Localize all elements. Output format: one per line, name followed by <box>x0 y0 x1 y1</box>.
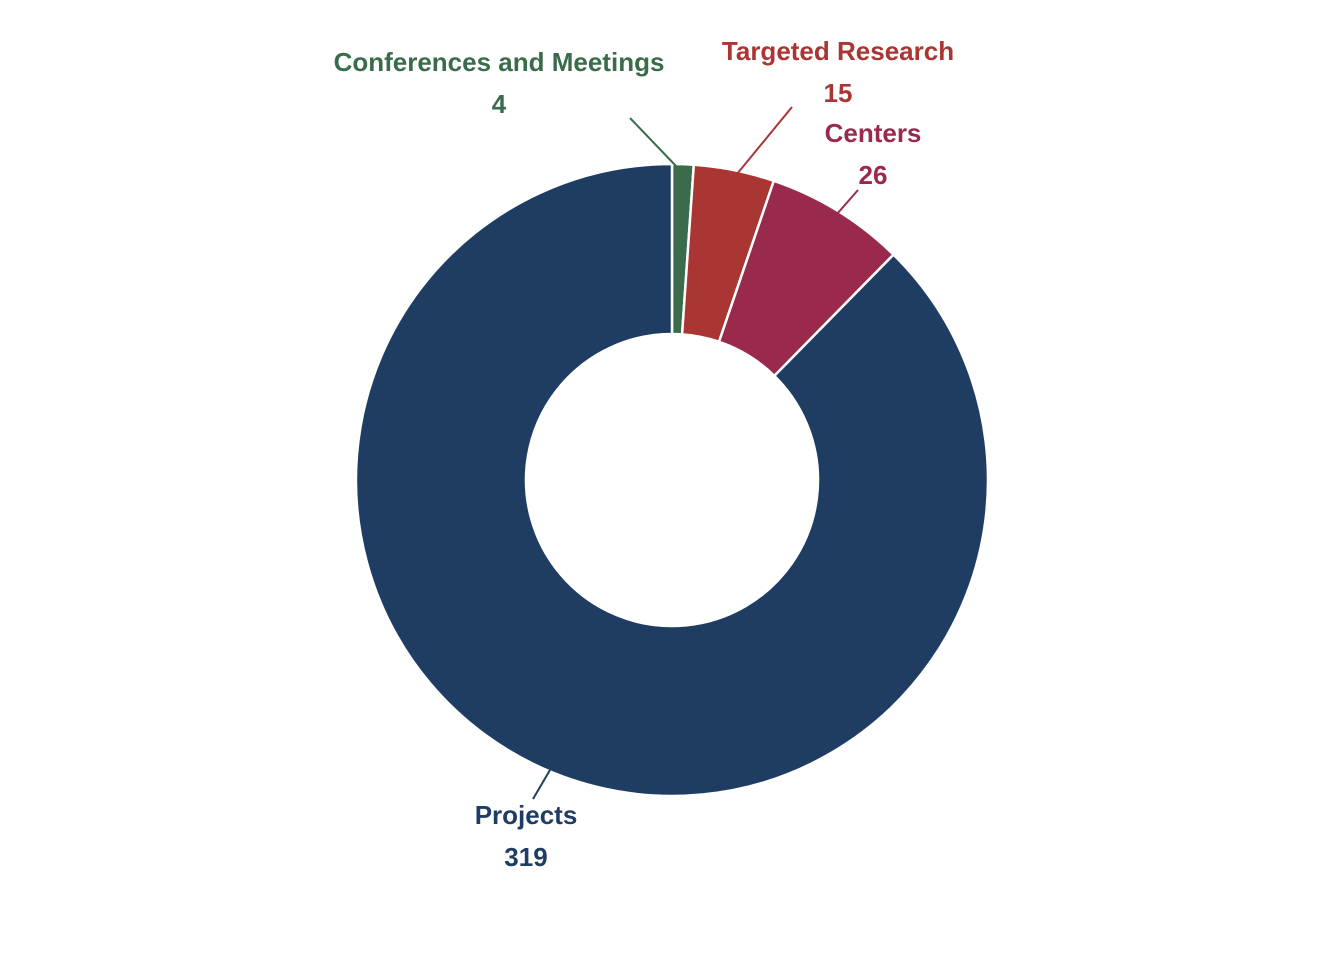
slice-projects <box>354 162 990 798</box>
leader-line-centers <box>836 189 859 215</box>
leader-line-conferences <box>629 117 677 167</box>
leader-line-group <box>532 106 859 800</box>
slice-label-targeted-research: Targeted Research <box>722 36 954 66</box>
slice-value-projects: 319 <box>504 842 547 872</box>
leader-line-targeted-research <box>736 106 793 175</box>
leader-line-projects <box>532 769 551 800</box>
label-group: Conferences and Meetings 4 Targeted Rese… <box>334 36 955 872</box>
slice-label-centers: Centers <box>825 118 922 148</box>
slice-label-projects: Projects <box>475 800 578 830</box>
slice-value-targeted-research: 15 <box>824 78 853 108</box>
slice-group <box>354 162 990 798</box>
slice-value-conferences: 4 <box>492 89 507 119</box>
slice-label-conferences: Conferences and Meetings <box>334 47 665 77</box>
slice-value-centers: 26 <box>859 160 888 190</box>
